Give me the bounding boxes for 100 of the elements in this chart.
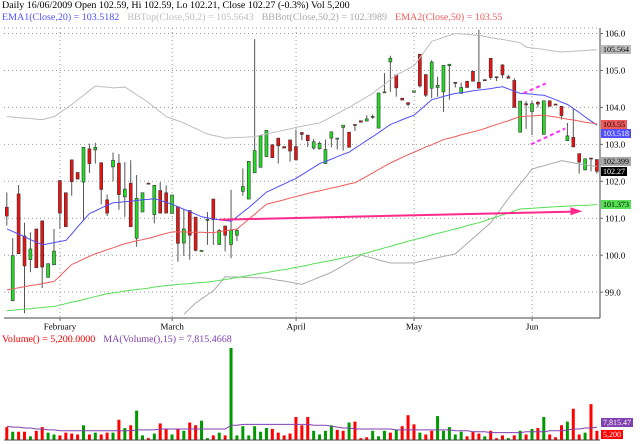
bar — [554, 437, 558, 440]
bar — [176, 428, 180, 440]
text: 105.564 — [601, 45, 631, 54]
candlestick — [566, 122, 570, 142]
text: 102.399 — [601, 157, 631, 166]
bar — [371, 430, 374, 440]
candlestick — [288, 139, 292, 162]
candlestick — [164, 184, 168, 214]
candlestick — [335, 138, 340, 150]
candlestick — [394, 74, 398, 98]
text: 101.373 — [601, 200, 631, 210]
candlestick — [595, 159, 599, 174]
bar — [324, 430, 327, 440]
x-tick-label: Jun — [526, 321, 539, 332]
candlestick — [424, 74, 428, 98]
bar — [548, 434, 552, 440]
y-tick-label: 103.0 — [605, 140, 626, 150]
candlestick — [312, 138, 316, 150]
candlestick — [241, 168, 245, 196]
candlestick — [341, 124, 345, 152]
line-series — [183, 160, 598, 315]
candlestick — [270, 144, 274, 158]
bar — [406, 415, 410, 440]
candlestick — [276, 138, 280, 164]
bar — [400, 426, 404, 440]
y-tick-label: 105.0 — [605, 66, 626, 76]
x-tick-label: February — [44, 321, 77, 332]
bar — [152, 434, 156, 440]
bar — [394, 430, 398, 440]
candlestick — [571, 108, 576, 148]
candlestick — [560, 106, 564, 120]
bar — [170, 434, 174, 440]
candlestick — [347, 132, 351, 148]
candlestick — [28, 232, 32, 273]
text: BBBot(Close,50,2) = 102.3989 — [262, 12, 388, 24]
candlestick — [140, 192, 144, 212]
bar — [312, 430, 316, 440]
bar — [584, 432, 587, 440]
text: EMA2(Close,50) = 103.55 — [395, 12, 502, 24]
line-series — [6, 33, 598, 139]
text: EMA1(Close,20) = 103.5182 — [2, 12, 120, 24]
bar — [300, 425, 304, 440]
y-tick-label: 101.0 — [605, 213, 626, 224]
candlestick — [158, 182, 162, 214]
candlestick — [123, 162, 127, 218]
candlestick — [206, 211, 210, 246]
candlestick — [471, 70, 475, 82]
bar — [460, 432, 463, 440]
line-series — [6, 204, 598, 312]
candlestick — [448, 64, 452, 100]
candlestick — [324, 139, 328, 164]
text: 102.27 — [601, 166, 627, 176]
bar — [595, 430, 598, 440]
bar — [388, 432, 392, 440]
candlestick — [212, 198, 216, 246]
bar — [106, 432, 109, 440]
candlestick — [52, 228, 56, 266]
bar — [259, 432, 262, 440]
candlestick — [217, 228, 222, 246]
bar — [318, 434, 322, 440]
candlestick — [330, 131, 334, 148]
bar — [342, 430, 345, 440]
bar — [418, 432, 422, 440]
candlestick — [70, 159, 74, 196]
bar — [270, 428, 274, 440]
bar — [430, 430, 434, 440]
candlestick — [306, 134, 310, 148]
candlestick — [589, 158, 593, 172]
text: 103.518 — [601, 129, 631, 138]
bar — [424, 434, 428, 440]
candlestick — [488, 58, 492, 80]
candlestick — [500, 64, 504, 79]
candlestick — [436, 76, 440, 98]
bar — [253, 426, 256, 440]
y-tick-label: 99.0 — [605, 287, 622, 298]
candlestick — [577, 153, 581, 174]
bar — [348, 422, 351, 440]
bar — [112, 432, 115, 440]
bar — [158, 423, 162, 440]
bar — [135, 410, 138, 440]
candlestick — [252, 38, 256, 174]
y-tick-label: 102.0 — [605, 176, 626, 187]
bar — [88, 434, 91, 440]
bar — [542, 417, 546, 440]
bar — [336, 430, 339, 440]
bar — [200, 420, 204, 440]
bar — [64, 432, 68, 440]
x-tick-label: May — [406, 321, 423, 332]
bar — [34, 430, 38, 440]
text: 103.55 — [601, 120, 627, 129]
candlestick — [5, 192, 9, 226]
bar — [76, 434, 80, 440]
bar — [46, 432, 50, 440]
y-tick-label: 104.0 — [605, 102, 626, 113]
bar — [17, 432, 20, 440]
bar — [117, 420, 120, 440]
bar — [524, 434, 528, 440]
bar — [572, 408, 575, 440]
candlestick — [235, 228, 239, 242]
candlestick — [182, 208, 186, 256]
